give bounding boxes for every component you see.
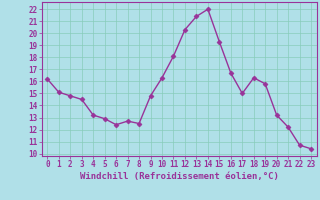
X-axis label: Windchill (Refroidissement éolien,°C): Windchill (Refroidissement éolien,°C) [80,172,279,181]
